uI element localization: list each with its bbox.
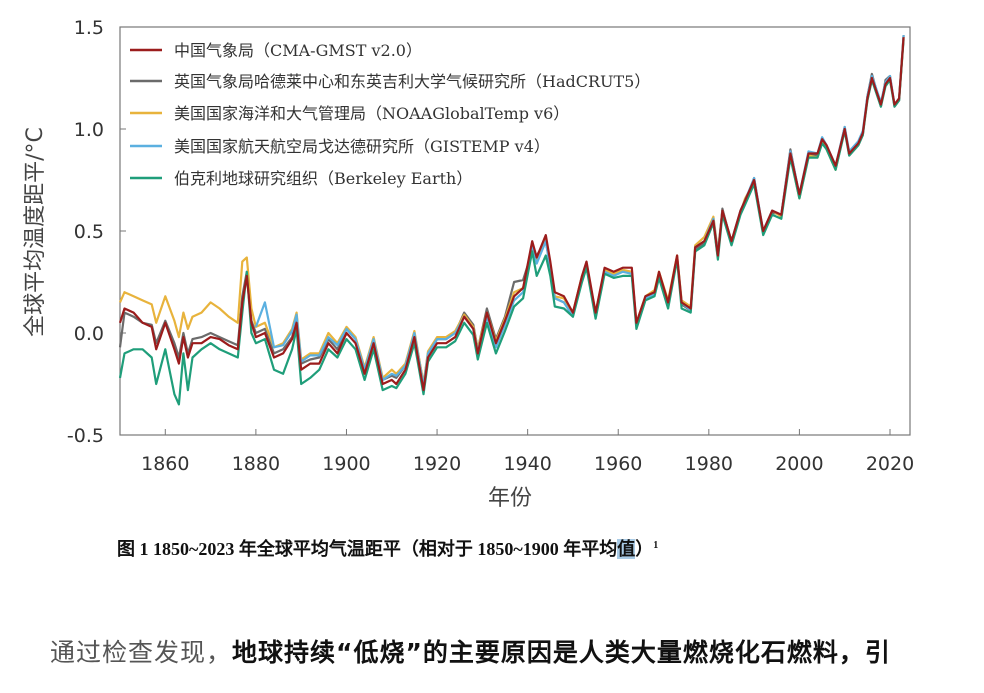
figure-caption: 图 1 1850~2023 年全球平均气温距平（相对于 1850~1900 年平… [117, 535, 658, 561]
y-axis: -0.5 0.0 0.5 1.0 1.5 [67, 17, 126, 447]
x-tick-label: 1920 [413, 453, 461, 475]
legend-label: 美国国家航天航空局戈达德研究所（GISTEMP v4） [174, 137, 550, 156]
y-tick-label: 0.5 [74, 221, 104, 243]
x-tick-label: 1960 [594, 453, 642, 475]
legend-label: 伯克利地球研究组织（Berkeley Earth） [174, 169, 472, 188]
x-axis-label: 年份 [488, 486, 532, 511]
y-tick-label: 0.0 [74, 323, 104, 345]
x-tick-label: 1860 [141, 453, 189, 475]
series-line-4 [118, 37, 905, 392]
x-tick-label: 2000 [775, 453, 823, 475]
x-tick-label: 1940 [503, 453, 551, 475]
y-tick-label: 1.5 [74, 17, 104, 39]
series-lines [118, 35, 905, 406]
footnote-ref[interactable]: 1 [653, 540, 659, 551]
legend-label: 英国气象局哈德莱中心和东英吉利大学气候研究所（HadCRUT5） [174, 72, 650, 91]
x-tick-label: 2020 [866, 453, 914, 475]
paragraph-bold: 地球持续“低烧”的主要原因是人类大量燃烧化石燃料，引 [232, 638, 891, 667]
legend-label: 中国气象局（CMA-GMST v2.0） [174, 41, 422, 60]
legend: 中国气象局（CMA-GMST v2.0） 英国气象局哈德莱中心和东英吉利大学气候研… [130, 41, 650, 188]
x-tick-label: 1980 [685, 453, 733, 475]
legend-label: 美国国家海洋和大气管理局（NOAAGlobalTemp v6） [174, 104, 569, 123]
caption-close: ） [635, 539, 654, 559]
x-axis: 1860 1880 1900 1920 1940 1960 1980 2000 2020 [141, 429, 914, 475]
y-tick-label: -0.5 [67, 425, 104, 447]
x-tick-label: 1880 [232, 453, 280, 475]
caption-text: 图 1 1850~2023 年全球平均气温距平（相对于 1850~1900 年平… [117, 539, 618, 559]
y-axis-label: 全球平均温度距平/°C [23, 127, 48, 337]
x-tick-label: 1900 [322, 453, 370, 475]
temperature-anomaly-chart: -0.5 0.0 0.5 1.0 1.5 1860 1880 1900 1920 1940 196… [23, 17, 914, 511]
plot-frame [119, 26, 911, 436]
body-paragraph: 通过检查发现，地球持续“低烧”的主要原因是人类大量燃烧化石燃料，引 [50, 633, 891, 669]
caption-highlight[interactable]: 值 [617, 539, 636, 559]
y-tick-label: 1.0 [74, 119, 104, 141]
paragraph-lead: 通过检查发现， [50, 638, 233, 667]
